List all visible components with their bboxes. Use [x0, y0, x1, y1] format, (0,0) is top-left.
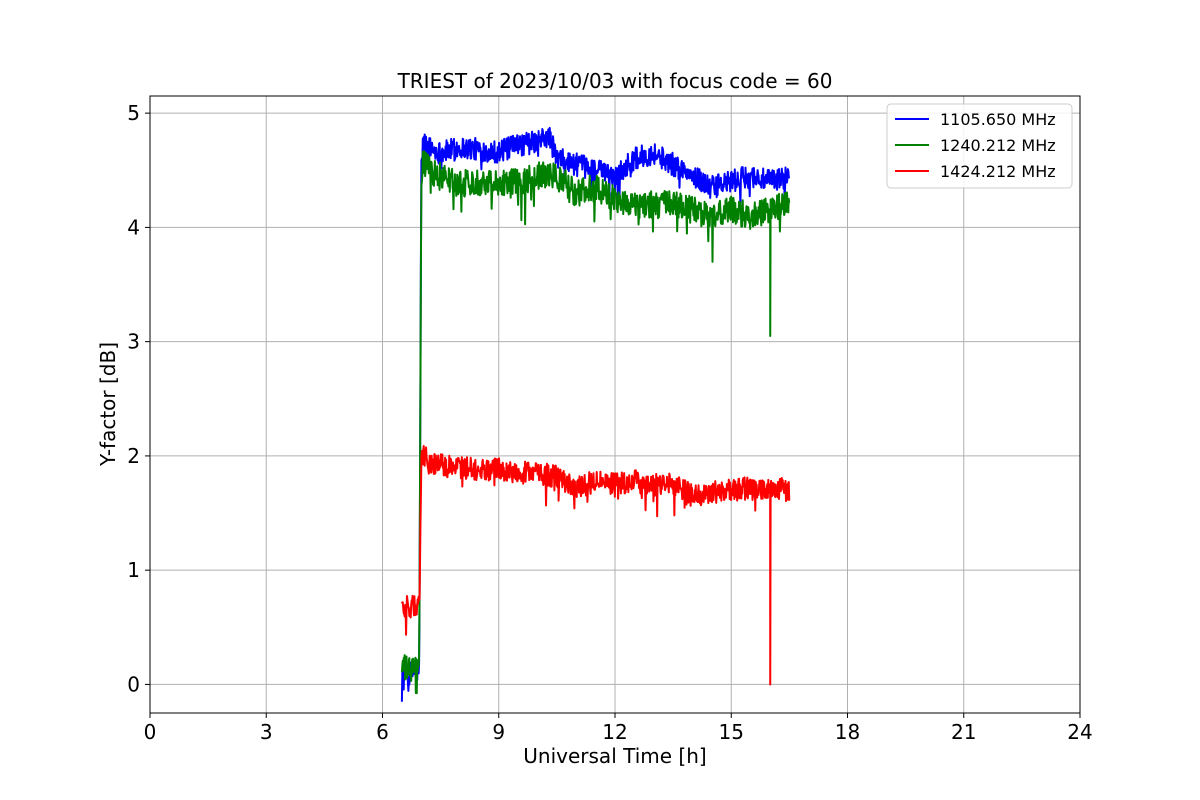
legend-label-0: 1105.650 MHz — [940, 110, 1056, 129]
x-tick-label: 15 — [719, 720, 744, 744]
x-tick-label: 21 — [951, 720, 976, 744]
y-axis-label: Y-factor [dB] — [96, 342, 120, 467]
x-tick-label: 24 — [1067, 720, 1092, 744]
y-tick-label: 1 — [127, 558, 140, 582]
legend-label-2: 1424.212 MHz — [940, 162, 1056, 181]
series-line-1 — [400, 150, 791, 695]
y-tick-label: 2 — [127, 444, 140, 468]
x-tick-label: 0 — [144, 720, 157, 744]
legend-box — [886, 103, 1073, 189]
x-tick-label: 18 — [835, 720, 860, 744]
x-tick-label: 3 — [260, 720, 273, 744]
legend: 1105.650 MHz 1240.212 MHz 1424.212 MHz — [886, 103, 1073, 189]
x-axis: 0 3 6 9 12 15 18 21 24 — [144, 713, 1093, 744]
y-tick-label: 4 — [127, 215, 140, 239]
y-tick-label: 0 — [127, 672, 140, 696]
series-layer — [400, 126, 791, 702]
x-tick-label: 6 — [376, 720, 389, 744]
chart-title: TRIEST of 2023/10/03 with focus code = 6… — [397, 69, 833, 93]
x-tick-label: 12 — [602, 720, 627, 744]
y-axis: 0 1 2 3 4 5 — [127, 101, 150, 696]
x-tick-label: 9 — [492, 720, 505, 744]
x-axis-label: Universal Time [h] — [523, 744, 706, 768]
legend-label-1: 1240.212 MHz — [940, 136, 1056, 155]
y-tick-label: 3 — [127, 330, 140, 354]
series-line-2 — [400, 444, 791, 686]
y-tick-label: 5 — [127, 101, 140, 125]
